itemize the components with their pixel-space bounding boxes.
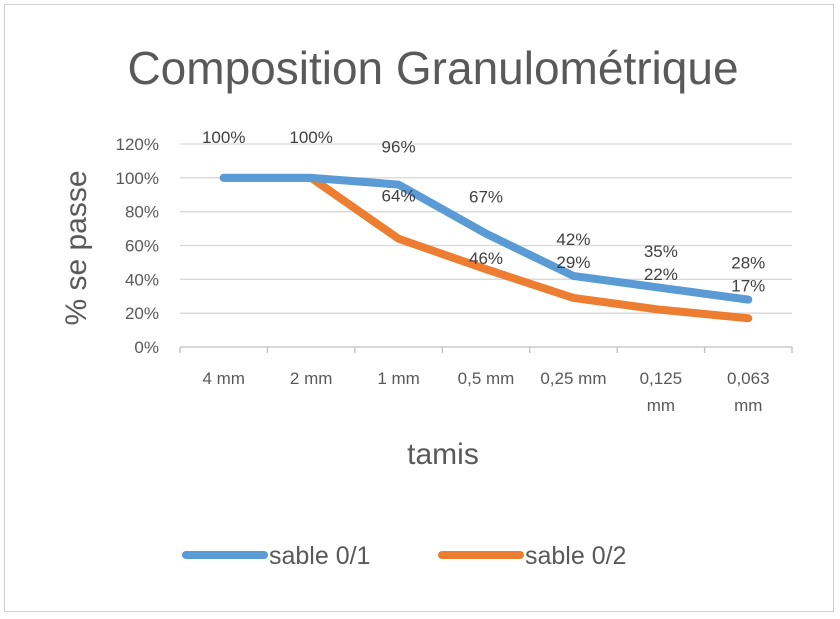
x-axis-categories: 4 mm 2 mm 1 mm 0,5 mm 0,25 mm 0,125 mm 0,063 mm <box>202 369 769 415</box>
legend-label-1: sable 0/1 <box>269 542 370 570</box>
data-label-series-1: 100% <box>289 128 332 147</box>
data-label-series-1: 67% <box>469 188 503 207</box>
x-axis-title: tamis <box>407 438 479 471</box>
legend: sable 0/1 sable 0/2 <box>182 542 626 570</box>
data-label-series-2: 64% <box>382 187 416 206</box>
y-tick-label: 120% <box>116 135 159 154</box>
x-category-label: 2 mm <box>290 369 333 388</box>
data-label-series-1: 96% <box>382 138 416 157</box>
data-label-series-2: 29% <box>556 253 590 272</box>
legend-label-2: sable 0/2 <box>525 542 626 570</box>
x-category-label: mm <box>647 396 675 415</box>
x-category-label: 0,5 mm <box>458 369 515 388</box>
series-lines <box>219 173 753 323</box>
x-category-label: 4 mm <box>202 369 245 388</box>
data-label-series-2: 46% <box>469 249 503 268</box>
data-label-series-1: 100% <box>202 128 245 147</box>
x-axis <box>179 346 793 353</box>
x-category-label: 0,063 <box>727 369 770 388</box>
y-tick-label: 60% <box>125 237 159 256</box>
y-axis-ticks: 0% 20% 40% 60% 80% 100% 120% <box>116 135 159 357</box>
x-category-label: mm <box>734 396 762 415</box>
y-tick-label: 100% <box>116 169 159 188</box>
data-label-series-1: 42% <box>556 230 590 249</box>
x-category-label: 0,125 <box>640 369 683 388</box>
series-line-1 <box>219 173 753 304</box>
gridlines <box>180 143 792 314</box>
data-label-series-1: 28% <box>731 254 765 273</box>
data-labels: 100% 100% 96% 67% 42% 35% 28% 64% 46% 29% 22% 17% <box>202 128 765 296</box>
y-tick-label: 20% <box>125 304 159 323</box>
data-label-series-2: 22% <box>644 265 678 284</box>
x-category-label: 1 mm <box>377 369 420 388</box>
y-tick-label: 0% <box>134 338 159 357</box>
data-label-series-2: 17% <box>731 277 765 296</box>
y-tick-label: 40% <box>125 270 159 289</box>
data-label-series-1: 35% <box>644 242 678 261</box>
chart-frame <box>4 4 834 612</box>
y-tick-label: 80% <box>125 203 159 222</box>
y-axis-title: % se passe <box>60 170 93 325</box>
x-category-label: 0,25 mm <box>540 369 606 388</box>
chart-title: Composition Granulométrique <box>127 42 738 94</box>
